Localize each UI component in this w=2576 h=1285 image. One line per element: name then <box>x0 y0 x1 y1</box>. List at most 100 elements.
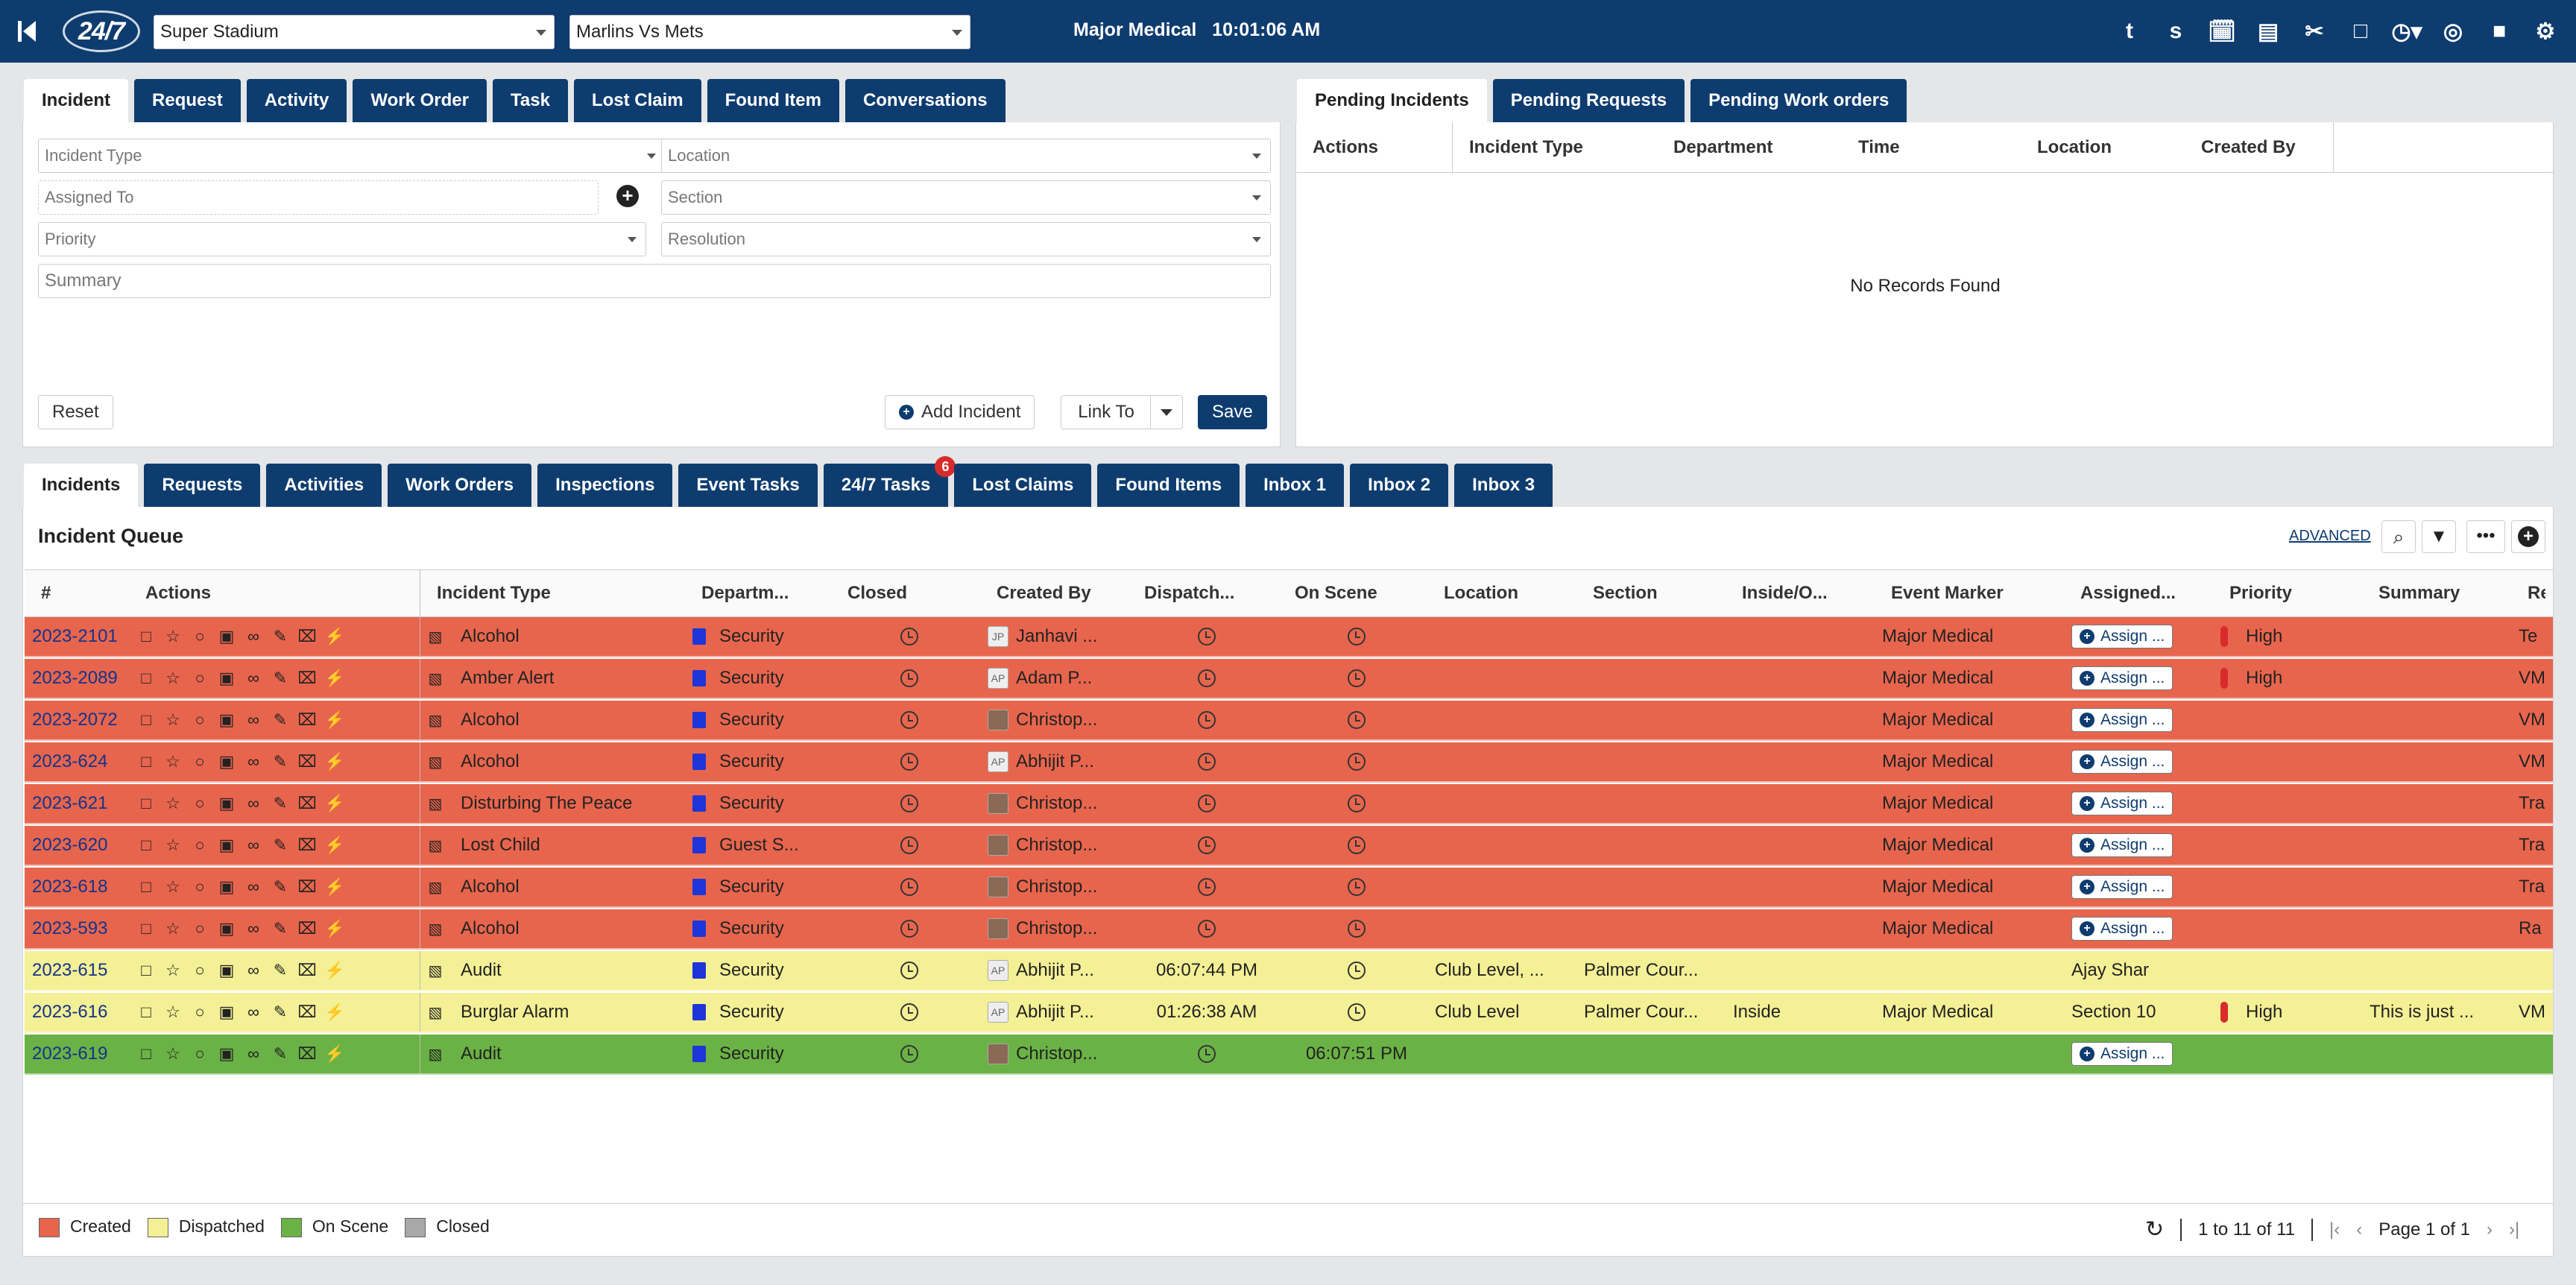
assign-button[interactable]: + Assign ... <box>2071 750 2174 774</box>
dispatched-cell[interactable] <box>1128 909 1278 948</box>
col-summary[interactable]: Summary <box>2378 583 2460 603</box>
note-icon[interactable]: □ <box>141 794 151 812</box>
pending-col-created-by[interactable]: Created By <box>2185 122 2334 172</box>
closed-cell[interactable] <box>831 909 980 948</box>
gallery-icon[interactable]: ▣ <box>218 1044 235 1063</box>
star-icon[interactable]: ☆ <box>165 794 180 812</box>
incident-type-select[interactable]: Incident Type <box>38 139 666 173</box>
tab-inbox-1[interactable]: Inbox 1 <box>1246 464 1345 507</box>
edit-icon[interactable]: ✎ <box>273 877 288 896</box>
tab-incidents[interactable]: Incidents <box>24 464 139 507</box>
closed-cell[interactable] <box>831 659 980 698</box>
col-number[interactable]: # <box>41 583 51 603</box>
col-actions[interactable]: Actions <box>145 583 212 603</box>
table-row[interactable]: 2023-621 □ ☆ ○ ▣ ∞ ✎ ⌧ ⚡ ▧ Disturbing The Peace Sec… <box>25 784 2553 824</box>
clock-icon[interactable] <box>900 920 918 938</box>
clock-icon[interactable] <box>900 711 918 729</box>
star-icon[interactable]: ☆ <box>165 1003 180 1021</box>
clock-icon[interactable] <box>900 753 918 771</box>
clock-icon[interactable] <box>1348 628 1366 645</box>
trash-icon[interactable]: ⌧ <box>297 877 317 896</box>
link-icon[interactable]: ∞ <box>247 669 259 687</box>
bolt-icon[interactable]: ⚡ <box>324 627 345 645</box>
assign-button[interactable]: + Assign ... <box>2071 792 2174 815</box>
note-icon[interactable]: □ <box>141 1003 151 1021</box>
gallery-icon[interactable]: ▣ <box>218 710 235 729</box>
col-section[interactable]: Section <box>1593 583 1658 603</box>
tab-activity[interactable]: Activity <box>246 79 347 122</box>
clock-icon[interactable] <box>1348 711 1366 729</box>
assign-button[interactable]: + Assign ... <box>2071 708 2174 732</box>
clock-icon[interactable] <box>1348 795 1366 812</box>
link-icon[interactable]: ∞ <box>247 1003 259 1021</box>
bolt-icon[interactable]: ⚡ <box>324 877 345 896</box>
star-icon[interactable]: ☆ <box>165 919 180 938</box>
incident-number[interactable]: 2023-2089 <box>32 668 118 688</box>
dispatched-cell[interactable]: 06:07:44 PM <box>1155 960 1258 980</box>
tab-task[interactable]: Task <box>493 79 568 122</box>
first-page-icon[interactable]: |‹ <box>2329 1219 2340 1240</box>
assign-button[interactable]: + Assign ... <box>2071 917 2174 941</box>
pending-col-actions[interactable]: Actions <box>1296 122 1453 172</box>
edit-icon[interactable]: ✎ <box>273 752 288 771</box>
table-row[interactable]: 2023-618 □ ☆ ○ ▣ ∞ ✎ ⌧ ⚡ ▧ Alcohol Security Christop… <box>25 868 2553 908</box>
gallery-icon[interactable]: ▣ <box>218 836 235 854</box>
comment-icon[interactable]: ○ <box>195 794 205 812</box>
tab-conversations[interactable]: Conversations <box>845 79 1006 122</box>
link-to-button[interactable]: Link To <box>1061 395 1152 429</box>
edit-icon[interactable]: ✎ <box>273 794 288 812</box>
pending-col-department[interactable]: Department <box>1673 136 1773 157</box>
resolution-select[interactable]: Resolution <box>661 222 1271 256</box>
comment-icon[interactable]: ○ <box>195 669 205 687</box>
clock-icon[interactable] <box>1198 628 1216 645</box>
add-assignee-icon[interactable]: + <box>616 185 639 207</box>
clock-icon[interactable] <box>1348 836 1366 854</box>
trash-icon[interactable]: ⌧ <box>297 961 317 979</box>
comment-icon[interactable]: ○ <box>195 961 205 979</box>
clock-icon[interactable] <box>1348 1003 1366 1021</box>
gallery-icon[interactable]: ▣ <box>218 627 235 645</box>
trash-icon[interactable]: ⌧ <box>297 794 317 812</box>
incident-number[interactable]: 2023-619 <box>32 1044 108 1064</box>
bolt-icon[interactable]: ⚡ <box>324 836 345 854</box>
closed-cell[interactable] <box>831 784 980 823</box>
col-event-marker[interactable]: Event Marker <box>1891 583 2004 603</box>
clock-icon[interactable] <box>900 962 918 979</box>
col-dispatched[interactable]: Dispatch... <box>1144 583 1235 603</box>
trash-icon[interactable]: ⌧ <box>297 1003 317 1021</box>
closed-cell[interactable] <box>831 951 980 990</box>
incident-number[interactable]: 2023-615 <box>32 960 108 980</box>
clock-icon[interactable]: ◷▾ <box>2391 19 2422 44</box>
link-icon[interactable]: ∞ <box>247 1044 259 1063</box>
on-scene-cell[interactable] <box>1278 701 1427 739</box>
edit-icon[interactable]: ✎ <box>273 627 288 645</box>
table-row[interactable]: 2023-624 □ ☆ ○ ▣ ∞ ✎ ⌧ ⚡ ▧ Alcohol Security AP Abhiji… <box>25 742 2553 783</box>
dispatched-cell[interactable] <box>1128 868 1278 906</box>
bolt-icon[interactable]: ⚡ <box>324 1044 345 1063</box>
tab-requests[interactable]: Requests <box>144 464 261 507</box>
venue-select[interactable]: Super Stadium <box>154 15 555 49</box>
assign-button[interactable]: + Assign ... <box>2071 1042 2174 1066</box>
comment-icon[interactable]: ○ <box>195 919 205 938</box>
gallery-icon[interactable]: ▣ <box>218 961 235 979</box>
star-icon[interactable]: ☆ <box>165 752 180 771</box>
incident-number[interactable]: 2023-2072 <box>32 710 118 730</box>
link-icon[interactable]: ∞ <box>247 710 259 729</box>
dispatched-cell[interactable] <box>1128 659 1278 698</box>
on-scene-cell[interactable] <box>1278 784 1427 823</box>
tab-lost-claim[interactable]: Lost Claim <box>573 79 701 122</box>
comment-icon[interactable]: ○ <box>195 1044 205 1063</box>
comment-icon[interactable]: ○ <box>195 836 205 854</box>
tab-pending-requests[interactable]: Pending Requests <box>1492 79 1685 122</box>
trash-icon[interactable]: ⌧ <box>297 919 317 938</box>
table-row[interactable]: 2023-593 □ ☆ ○ ▣ ∞ ✎ ⌧ ⚡ ▧ Alcohol Security Christop… <box>25 909 2553 950</box>
table-row[interactable]: 2023-615 □ ☆ ○ ▣ ∞ ✎ ⌧ ⚡ ▧ Audit Security AP Abhijit … <box>25 951 2553 991</box>
add-incident-button[interactable]: + Add Incident <box>885 395 1035 429</box>
edit-icon[interactable]: ✎ <box>273 1003 288 1021</box>
edit-icon[interactable]: ✎ <box>273 961 288 979</box>
star-icon[interactable]: ☆ <box>165 627 180 645</box>
note-icon[interactable]: □ <box>141 627 151 645</box>
tab-inbox-3[interactable]: Inbox 3 <box>1454 464 1553 507</box>
bolt-icon[interactable]: ⚡ <box>324 669 345 687</box>
comment-icon[interactable]: ○ <box>195 627 205 645</box>
